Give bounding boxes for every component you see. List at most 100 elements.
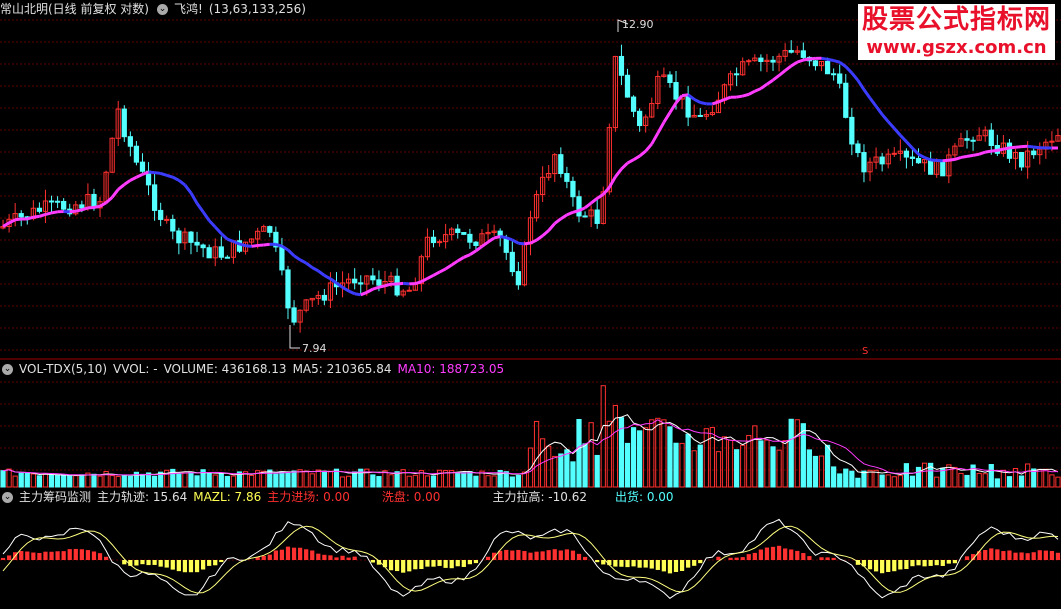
- indicator-bar: [467, 560, 472, 565]
- ma-line-segment: [475, 245, 483, 253]
- volume-bar: [291, 470, 297, 488]
- volume-bar: [837, 473, 843, 488]
- candle-body: [442, 234, 449, 243]
- indicator-bar: [970, 554, 976, 560]
- indicator-bar: [667, 560, 673, 574]
- volume-bar: [255, 470, 261, 488]
- ma-line-segment: [372, 285, 380, 291]
- indicator-header: ⌄ 主力筹码监测 主力轨迹: 15.64 MAZL: 7.86 主力进场: 0.00 洗盘…: [0, 488, 680, 506]
- collapse-icon[interactable]: ⌄: [2, 364, 13, 375]
- volume-bar: [97, 475, 103, 488]
- ma-line-segment: [123, 179, 132, 186]
- volume-bar: [103, 471, 109, 488]
- indicator-bar: [728, 557, 733, 560]
- ma-line-segment: [26, 215, 34, 221]
- ma-line-segment: [723, 95, 732, 101]
- indicator-bar: [673, 560, 679, 572]
- indicator-bar: [437, 560, 442, 566]
- volume-bar: [576, 418, 582, 488]
- candle-body: [309, 297, 315, 301]
- volume-bar: [843, 468, 849, 488]
- volume-bar: [582, 443, 588, 488]
- ma-line-segment: [2, 221, 10, 228]
- candle-body: [691, 114, 697, 118]
- indicator-bar: [328, 555, 333, 560]
- low-pointer: [289, 325, 300, 349]
- ma-line-segment: [245, 244, 252, 248]
- candle-body: [928, 159, 934, 175]
- candle-body: [661, 74, 667, 77]
- collapse-icon[interactable]: ⌄: [157, 4, 168, 15]
- volume-bar: [1037, 468, 1043, 488]
- indicator-bar: [734, 557, 739, 560]
- candle-body: [133, 145, 140, 163]
- indicator-bar: [1043, 550, 1048, 560]
- volume-chart[interactable]: [0, 360, 1061, 488]
- indicator-panel[interactable]: ⌄ 主力筹码监测 主力轨迹: 15.64 MAZL: 7.86 主力进场: 0.00 洗盘…: [0, 488, 1061, 609]
- indicator-chart[interactable]: [0, 488, 1061, 609]
- indicator-bar: [182, 560, 188, 573]
- pull-value: 主力拉高: -10.62: [492, 490, 587, 504]
- ma-line-segment: [626, 158, 635, 165]
- volume-bar: [121, 475, 127, 488]
- indicator-bar: [485, 556, 491, 560]
- collapse-icon[interactable]: ⌄: [2, 492, 13, 503]
- volume-bar: [0, 470, 6, 488]
- candle-body: [449, 228, 455, 236]
- indicator-bar: [213, 560, 218, 566]
- volume-bar: [709, 427, 716, 488]
- stock-title: 常山北明(日线 前复权 对数): [0, 2, 149, 16]
- ma-line-segment: [177, 179, 186, 187]
- volume-panel[interactable]: ⌄ VOL-TDX(5,10) VVOL: - VOLUME: 436168.13 MA…: [0, 360, 1061, 488]
- indicator-bar: [795, 550, 800, 560]
- candle-body: [552, 154, 558, 175]
- price-panel[interactable]: 常山北明(日线 前复权 对数) ⌄ 飞鸿! (13,63,133,256) 12.90…: [0, 0, 1061, 360]
- ma-line-segment: [396, 281, 404, 286]
- low-price-label: 7.94: [302, 342, 327, 355]
- volume-bar: [218, 472, 224, 488]
- indicator-bar: [807, 556, 812, 560]
- volume-bar: [164, 469, 170, 488]
- ma-line-segment: [638, 149, 647, 158]
- candle-body: [352, 278, 358, 284]
- ma-line-segment: [905, 140, 914, 150]
- indicator-bar: [934, 560, 939, 566]
- candle-body: [818, 60, 825, 67]
- watermark-title: 股票公式指标网: [857, 4, 1055, 36]
- ma-line-segment: [281, 244, 289, 252]
- candle-body: [388, 275, 394, 282]
- ma-line-segment: [524, 241, 531, 246]
- ma-line-segment: [414, 280, 422, 286]
- ma-line-segment: [160, 172, 168, 177]
- volume-bar: [236, 471, 243, 488]
- ma-line-segment: [117, 183, 126, 191]
- ma-line-segment: [796, 58, 804, 64]
- volume-bar: [673, 442, 679, 488]
- indicator-bar: [219, 560, 224, 563]
- indicator-bar: [764, 547, 770, 560]
- volume-bar: [594, 454, 600, 488]
- ma-line-segment: [99, 201, 107, 208]
- volume-bar: [903, 463, 910, 488]
- ma-line-segment: [862, 88, 872, 99]
- ma-line-segment: [887, 120, 896, 130]
- ma-line-segment: [450, 259, 459, 267]
- ma-line-segment: [972, 152, 980, 157]
- volume-bar: [928, 462, 934, 488]
- candle-body: [436, 241, 443, 244]
- ma-line-segment: [844, 65, 853, 74]
- candlestick-chart[interactable]: [0, 0, 1061, 360]
- indicator-bar: [188, 560, 194, 573]
- ma-line-segment: [110, 188, 120, 199]
- volume-bar: [727, 439, 734, 488]
- ma-line-segment: [687, 93, 696, 101]
- indicator-bar: [952, 560, 958, 564]
- volume-bar: [661, 419, 667, 488]
- ma-line-segment: [868, 97, 878, 108]
- ma-line-segment: [766, 78, 774, 86]
- volume-bar: [552, 455, 558, 488]
- candle-body: [261, 226, 267, 232]
- volume-bar: [285, 471, 291, 488]
- ma-line-segment: [299, 258, 307, 265]
- ma-line-segment: [997, 147, 1004, 152]
